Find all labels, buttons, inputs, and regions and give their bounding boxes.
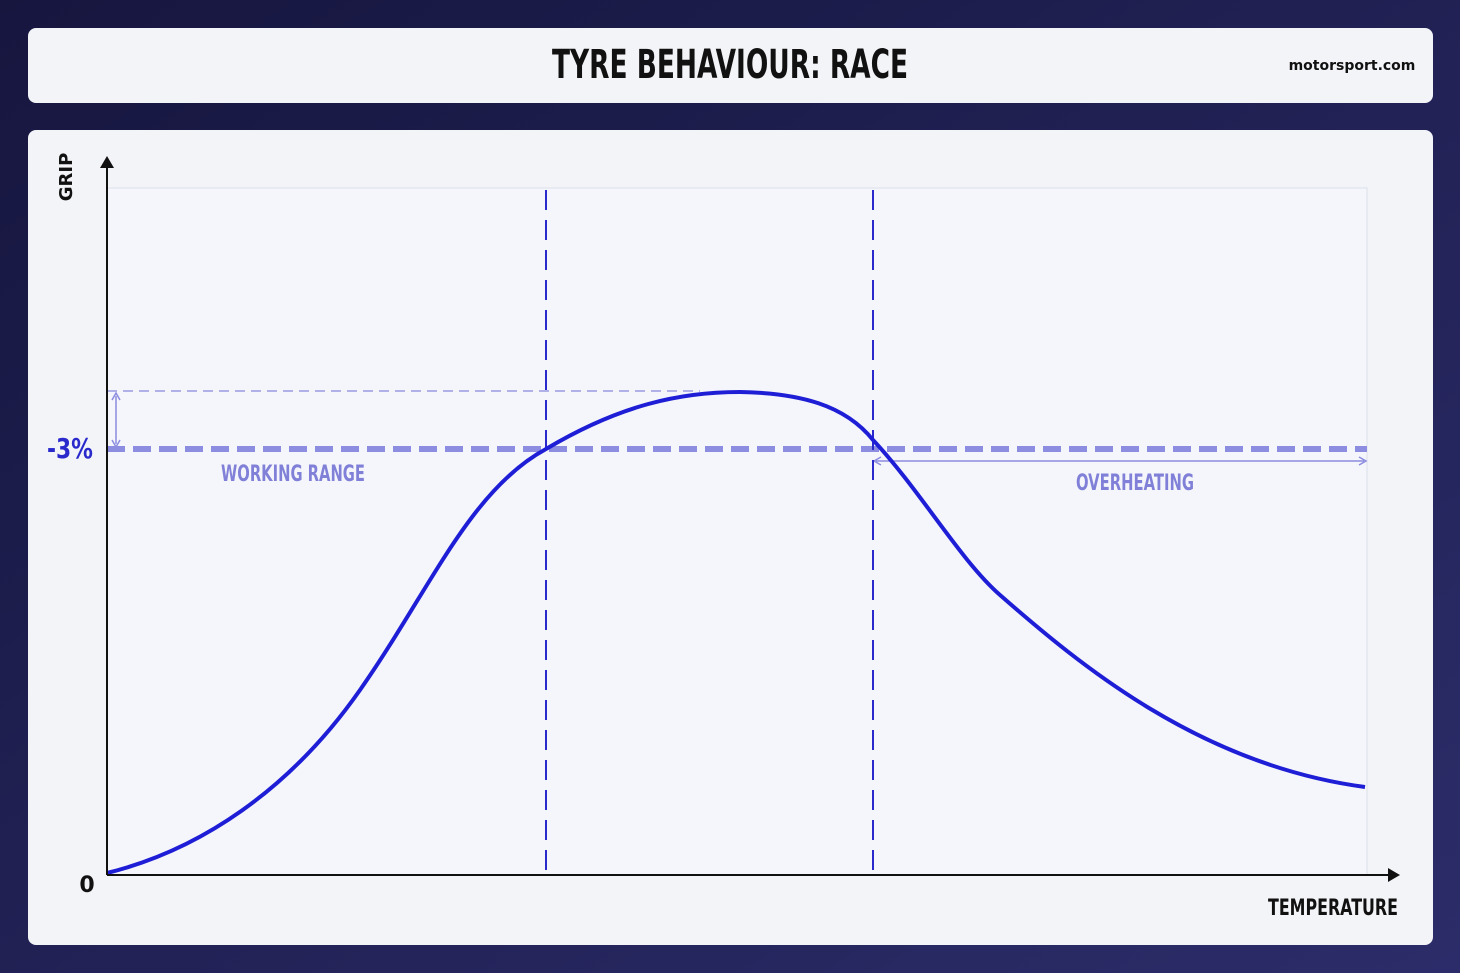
y-axis-arrow: [100, 156, 114, 168]
overheating-label: OVERHEATING: [1076, 471, 1194, 496]
y-axis-label: GRIP: [56, 153, 77, 202]
working-range-label: WORKING RANGE: [221, 462, 365, 487]
title: TYRE BEHAVIOUR: RACE: [552, 42, 908, 88]
level-label: -3%: [47, 432, 93, 465]
origin-label: 0: [79, 873, 94, 898]
header-panel: [28, 28, 1433, 103]
grip-curve: [106, 389, 1366, 875]
x-axis-label: TEMPERATURE: [1268, 896, 1398, 921]
brand: motorsport.com: [1289, 58, 1416, 74]
plot-area: [106, 187, 1368, 876]
x-axis-arrow: [1388, 868, 1400, 882]
